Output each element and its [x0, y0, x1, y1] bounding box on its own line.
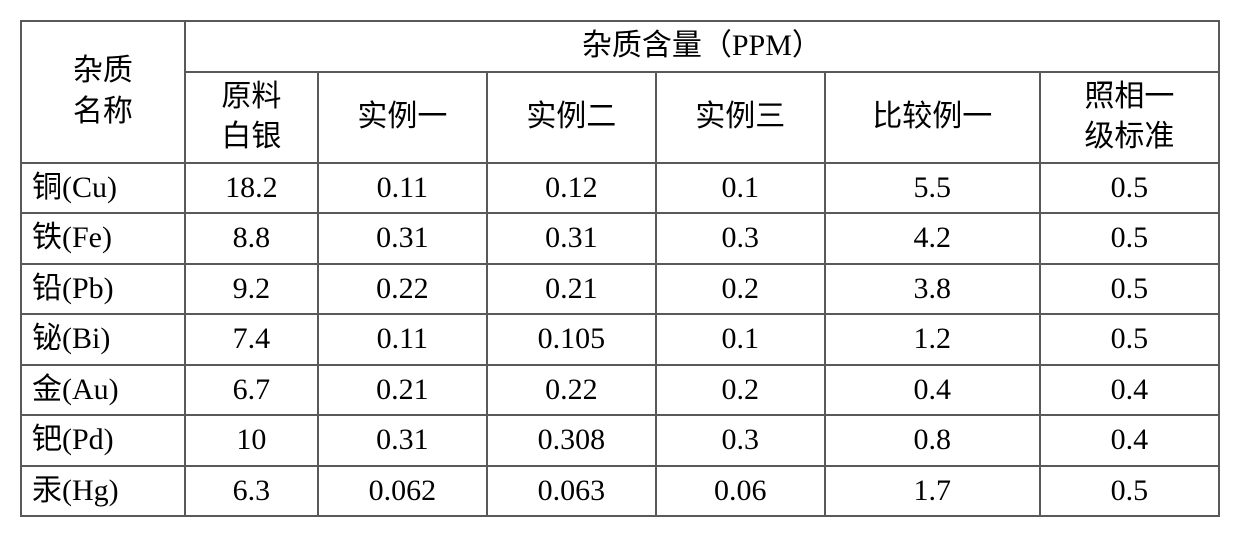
- cell: 5.5: [825, 163, 1040, 214]
- subheader-example-3: 实例三: [656, 72, 825, 163]
- cell: 0.12: [487, 163, 656, 214]
- cell: 0.062: [318, 466, 487, 517]
- cell: 0.22: [318, 264, 487, 315]
- table-body: 铜(Cu) 18.2 0.11 0.12 0.1 5.5 0.5 铁(Fe) 8…: [21, 163, 1219, 517]
- cell: 6.7: [185, 365, 318, 416]
- cell: 0.105: [487, 314, 656, 365]
- impurity-content-table: 杂质名称 杂质含量（PPM） 原料白银 实例一 实例二 实例三 比较例一 照相一…: [20, 20, 1220, 517]
- cell: 10: [185, 415, 318, 466]
- cell: 7.4: [185, 314, 318, 365]
- row-label: 汞(Hg): [21, 466, 185, 517]
- row-label: 铜(Cu): [21, 163, 185, 214]
- header-impurity-content-group: 杂质含量（PPM）: [185, 21, 1219, 72]
- cell: 0.06: [656, 466, 825, 517]
- cell: 0.21: [318, 365, 487, 416]
- table-row: 铅(Pb) 9.2 0.22 0.21 0.2 3.8 0.5: [21, 264, 1219, 315]
- cell: 8.8: [185, 213, 318, 264]
- row-label: 铁(Fe): [21, 213, 185, 264]
- cell: 0.1: [656, 163, 825, 214]
- cell: 9.2: [185, 264, 318, 315]
- cell: 0.2: [656, 365, 825, 416]
- cell: 0.4: [1040, 415, 1219, 466]
- cell: 0.4: [1040, 365, 1219, 416]
- table-row: 汞(Hg) 6.3 0.062 0.063 0.06 1.7 0.5: [21, 466, 1219, 517]
- cell: 0.5: [1040, 264, 1219, 315]
- cell: 0.3: [656, 213, 825, 264]
- cell: 0.22: [487, 365, 656, 416]
- cell: 4.2: [825, 213, 1040, 264]
- cell: 3.8: [825, 264, 1040, 315]
- cell: 0.063: [487, 466, 656, 517]
- cell: 0.3: [656, 415, 825, 466]
- subheader-example-1: 实例一: [318, 72, 487, 163]
- row-label: 钯(Pd): [21, 415, 185, 466]
- cell: 1.2: [825, 314, 1040, 365]
- cell: 0.308: [487, 415, 656, 466]
- table-row: 铜(Cu) 18.2 0.11 0.12 0.1 5.5 0.5: [21, 163, 1219, 214]
- cell: 0.11: [318, 314, 487, 365]
- cell: 6.3: [185, 466, 318, 517]
- subheader-example-2: 实例二: [487, 72, 656, 163]
- cell: 0.21: [487, 264, 656, 315]
- table-row: 钯(Pd) 10 0.31 0.308 0.3 0.8 0.4: [21, 415, 1219, 466]
- cell: 18.2: [185, 163, 318, 214]
- subheader-photo-standard: 照相一级标准: [1040, 72, 1219, 163]
- cell: 0.11: [318, 163, 487, 214]
- row-label: 金(Au): [21, 365, 185, 416]
- cell: 0.4: [825, 365, 1040, 416]
- row-label: 铅(Pb): [21, 264, 185, 315]
- table-row: 铋(Bi) 7.4 0.11 0.105 0.1 1.2 0.5: [21, 314, 1219, 365]
- subheader-raw-silver: 原料白银: [185, 72, 318, 163]
- subheader-comparative-1: 比较例一: [825, 72, 1040, 163]
- cell: 0.5: [1040, 213, 1219, 264]
- cell: 0.2: [656, 264, 825, 315]
- cell: 0.31: [318, 213, 487, 264]
- cell: 0.5: [1040, 163, 1219, 214]
- header-impurity-name: 杂质名称: [21, 21, 185, 163]
- cell: 0.31: [318, 415, 487, 466]
- table-row: 铁(Fe) 8.8 0.31 0.31 0.3 4.2 0.5: [21, 213, 1219, 264]
- cell: 0.8: [825, 415, 1040, 466]
- cell: 0.5: [1040, 466, 1219, 517]
- table-row: 金(Au) 6.7 0.21 0.22 0.2 0.4 0.4: [21, 365, 1219, 416]
- row-label: 铋(Bi): [21, 314, 185, 365]
- cell: 0.1: [656, 314, 825, 365]
- cell: 0.31: [487, 213, 656, 264]
- cell: 1.7: [825, 466, 1040, 517]
- cell: 0.5: [1040, 314, 1219, 365]
